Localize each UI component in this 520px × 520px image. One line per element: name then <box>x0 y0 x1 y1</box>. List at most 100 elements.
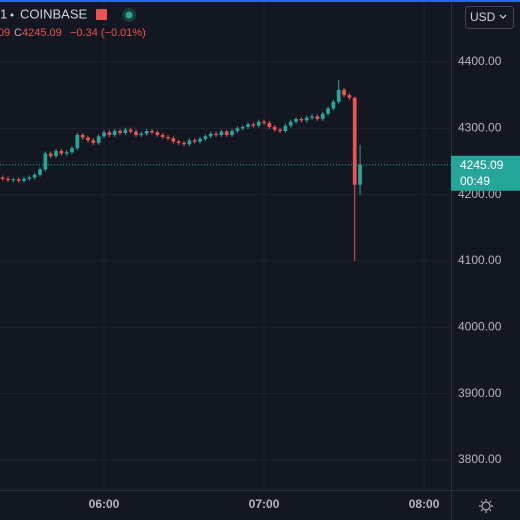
candle-body <box>32 174 37 178</box>
grid <box>0 0 451 490</box>
candle-body <box>107 132 112 135</box>
countdown-label: 00:49 <box>460 174 490 188</box>
exchange: COINBASE <box>20 6 88 21</box>
candle-body <box>123 129 128 133</box>
currency-label: USD <box>470 10 496 24</box>
candle-body <box>48 153 53 157</box>
candle-body <box>192 140 197 142</box>
candle-body <box>240 127 245 129</box>
y-tick-label: 4000.00 <box>458 319 502 333</box>
candle-body <box>358 164 362 185</box>
candle-body <box>54 150 58 157</box>
candle-body <box>102 132 106 137</box>
candle-body <box>0 177 5 179</box>
candle-body <box>128 129 133 132</box>
candle-body <box>326 108 330 114</box>
y-tick-label: 3900.00 <box>458 386 502 400</box>
candle-body <box>310 116 314 118</box>
interval: 1 <box>0 6 7 21</box>
candle-body <box>70 148 74 153</box>
candle-body <box>150 130 154 133</box>
candle-body <box>320 113 325 120</box>
candle-body <box>336 89 341 102</box>
candle-body <box>267 123 272 128</box>
candle-body <box>352 97 357 185</box>
candle-body <box>43 153 48 170</box>
candle-body <box>75 134 80 149</box>
candle-body <box>64 152 69 154</box>
candle-body <box>283 125 288 131</box>
candle-body <box>246 124 250 128</box>
candle-body <box>315 116 320 120</box>
live-dot <box>125 11 133 19</box>
candle-body <box>6 178 10 181</box>
candle-body <box>294 119 298 122</box>
candle-body <box>256 121 261 126</box>
candle-body <box>11 179 16 181</box>
candle-body <box>80 134 85 138</box>
candle-body <box>182 142 186 145</box>
candle-body <box>59 150 64 154</box>
candle-body <box>278 129 282 131</box>
candle-body <box>144 130 149 134</box>
candle-body <box>27 177 32 179</box>
legend-close: 4245.09 <box>22 27 62 39</box>
legend-close-prefix: C <box>14 27 22 39</box>
candle-body <box>198 138 202 142</box>
axes: 3800.003900.004000.004100.004200.004300.… <box>89 54 520 511</box>
last-price-label: 4245.09 <box>460 158 504 172</box>
legend-prev: 09 <box>0 27 10 39</box>
candle-body <box>331 101 336 109</box>
candle-body <box>187 140 192 145</box>
candle-body <box>235 128 240 131</box>
candle-body <box>299 119 304 121</box>
candle-body <box>176 141 181 143</box>
candle-body <box>38 169 42 175</box>
candle-body <box>208 133 213 137</box>
settings-button[interactable] <box>479 499 493 513</box>
candle-body <box>139 133 144 135</box>
candle-body <box>86 137 90 141</box>
candle-body <box>155 132 160 135</box>
candles <box>0 79 451 261</box>
candle-body <box>134 131 138 135</box>
candle-body <box>22 178 26 181</box>
currency-button[interactable] <box>465 6 514 29</box>
candle-body <box>304 117 309 121</box>
candle-body <box>91 140 96 143</box>
separator-dot <box>10 13 14 17</box>
market-status[interactable] <box>96 9 107 20</box>
candle-body <box>272 127 277 130</box>
candle-body <box>214 133 218 135</box>
candle-body <box>219 131 224 135</box>
last-price-box <box>451 155 520 191</box>
candle-body <box>166 136 170 139</box>
candle-body <box>347 95 352 98</box>
candle-body <box>16 179 21 181</box>
candle-body <box>112 130 117 135</box>
candle-body <box>160 134 165 137</box>
dropdown-arrow <box>499 14 507 19</box>
candle-body <box>171 138 176 142</box>
candle-body <box>262 121 266 124</box>
candle-body <box>230 130 234 135</box>
settings-icon <box>481 501 491 511</box>
y-tick-label: 3800.00 <box>458 452 502 466</box>
x-tick-label: 07:00 <box>249 497 280 511</box>
candle-body <box>224 131 229 135</box>
x-tick-label: 08:00 <box>409 497 440 511</box>
settings-rays <box>479 499 493 513</box>
x-tick-label: 06:00 <box>89 497 120 511</box>
candle-body <box>288 121 293 126</box>
candle-body <box>342 89 346 96</box>
candle-body <box>96 136 101 143</box>
y-tick-label: 4300.00 <box>458 121 502 135</box>
candle-body <box>203 136 208 139</box>
candle-body <box>118 130 122 133</box>
y-tick-label: 4100.00 <box>458 253 502 267</box>
y-tick-label: 4400.00 <box>458 54 502 68</box>
legend-change: −0.34 (−0.01%) <box>70 27 146 39</box>
